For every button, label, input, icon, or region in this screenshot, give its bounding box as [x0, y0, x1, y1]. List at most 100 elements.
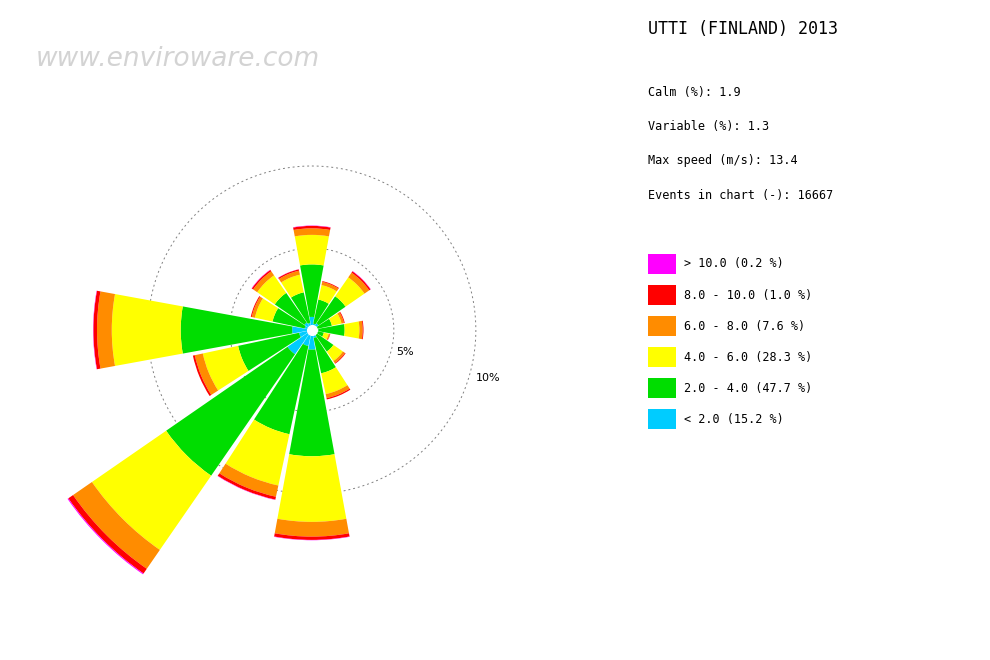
Bar — [68, 495, 147, 574]
Bar — [312, 329, 319, 331]
Bar — [93, 290, 97, 370]
Bar — [322, 282, 339, 292]
Bar — [313, 300, 329, 325]
Bar — [327, 389, 350, 399]
Bar — [287, 330, 312, 354]
Bar — [278, 269, 299, 279]
Bar — [218, 473, 276, 500]
Bar — [218, 476, 275, 500]
Bar — [195, 354, 218, 395]
Bar — [319, 285, 337, 304]
Bar — [321, 367, 347, 394]
Bar — [305, 323, 312, 330]
Bar — [362, 321, 363, 339]
Bar — [312, 330, 316, 338]
Bar — [305, 326, 312, 330]
Bar — [338, 312, 344, 323]
Bar — [257, 275, 286, 304]
Bar — [322, 333, 329, 339]
Text: 2.0 - 4.0 (47.7 %): 2.0 - 4.0 (47.7 %) — [684, 381, 813, 395]
Bar — [278, 269, 299, 278]
Bar — [322, 281, 339, 288]
Bar — [203, 346, 248, 391]
Bar — [295, 235, 329, 265]
Bar — [180, 306, 292, 354]
Bar — [239, 333, 301, 371]
Bar — [328, 334, 331, 341]
Bar — [112, 294, 183, 366]
Bar — [251, 270, 271, 290]
Bar — [274, 537, 349, 541]
Bar — [312, 330, 316, 334]
Bar — [293, 226, 331, 230]
Text: 5%: 5% — [396, 347, 414, 357]
Bar — [310, 317, 314, 330]
Bar — [315, 319, 332, 329]
Text: Max speed (m/s): 13.4: Max speed (m/s): 13.4 — [648, 154, 798, 168]
Bar — [251, 296, 263, 317]
Bar — [340, 312, 345, 323]
Bar — [292, 327, 312, 333]
Bar — [312, 323, 316, 330]
Bar — [193, 355, 211, 396]
Bar — [275, 519, 348, 537]
Bar — [327, 333, 330, 340]
Bar — [166, 346, 295, 476]
Bar — [255, 298, 278, 321]
Bar — [254, 344, 309, 434]
Bar — [303, 330, 312, 346]
Bar — [293, 226, 331, 228]
Bar — [312, 330, 314, 331]
Bar — [97, 292, 115, 368]
Bar — [326, 385, 349, 398]
Bar — [348, 273, 369, 294]
Bar — [312, 323, 319, 330]
Bar — [300, 265, 324, 317]
Text: > 10.0 (0.2 %): > 10.0 (0.2 %) — [684, 257, 784, 271]
Bar — [352, 271, 371, 290]
Text: 8.0 - 10.0 (1.0 %): 8.0 - 10.0 (1.0 %) — [684, 288, 813, 302]
Bar — [275, 293, 307, 325]
Text: < 2.0 (15.2 %): < 2.0 (15.2 %) — [684, 412, 784, 426]
Bar — [299, 330, 312, 337]
Bar — [291, 292, 310, 324]
Bar — [93, 291, 101, 369]
Text: 10%: 10% — [475, 373, 500, 383]
Bar — [336, 277, 364, 307]
Bar — [319, 324, 345, 336]
Bar — [250, 296, 260, 317]
Bar — [334, 351, 345, 363]
Bar — [345, 321, 359, 339]
Bar — [312, 328, 316, 330]
Bar — [329, 314, 342, 325]
Bar — [327, 345, 343, 361]
Bar — [335, 353, 346, 364]
Text: 6.0 - 8.0 (7.6 %): 6.0 - 8.0 (7.6 %) — [684, 319, 805, 333]
Bar — [272, 308, 306, 329]
Bar — [73, 482, 159, 569]
Bar — [351, 271, 370, 290]
Bar — [281, 275, 304, 298]
Bar — [277, 454, 346, 522]
Bar — [220, 463, 278, 497]
Bar — [317, 296, 346, 325]
Bar — [315, 333, 334, 352]
Bar — [253, 271, 274, 292]
Bar — [279, 271, 300, 282]
Bar — [314, 337, 336, 374]
Bar — [314, 331, 324, 337]
Bar — [294, 228, 330, 236]
Text: Calm (%): 1.9: Calm (%): 1.9 — [648, 86, 742, 99]
Bar — [226, 420, 289, 486]
Text: Events in chart (-): 16667: Events in chart (-): 16667 — [648, 189, 834, 202]
Text: www.enviroware.com: www.enviroware.com — [36, 46, 321, 72]
Bar — [251, 270, 270, 288]
Bar — [308, 330, 316, 350]
Text: Variable (%): 1.3: Variable (%): 1.3 — [648, 120, 769, 133]
Bar — [274, 533, 349, 540]
Text: UTTI (FINLAND) 2013: UTTI (FINLAND) 2013 — [648, 20, 839, 38]
Bar — [289, 349, 335, 456]
Bar — [67, 498, 144, 574]
Bar — [308, 323, 312, 330]
Bar — [358, 321, 362, 339]
